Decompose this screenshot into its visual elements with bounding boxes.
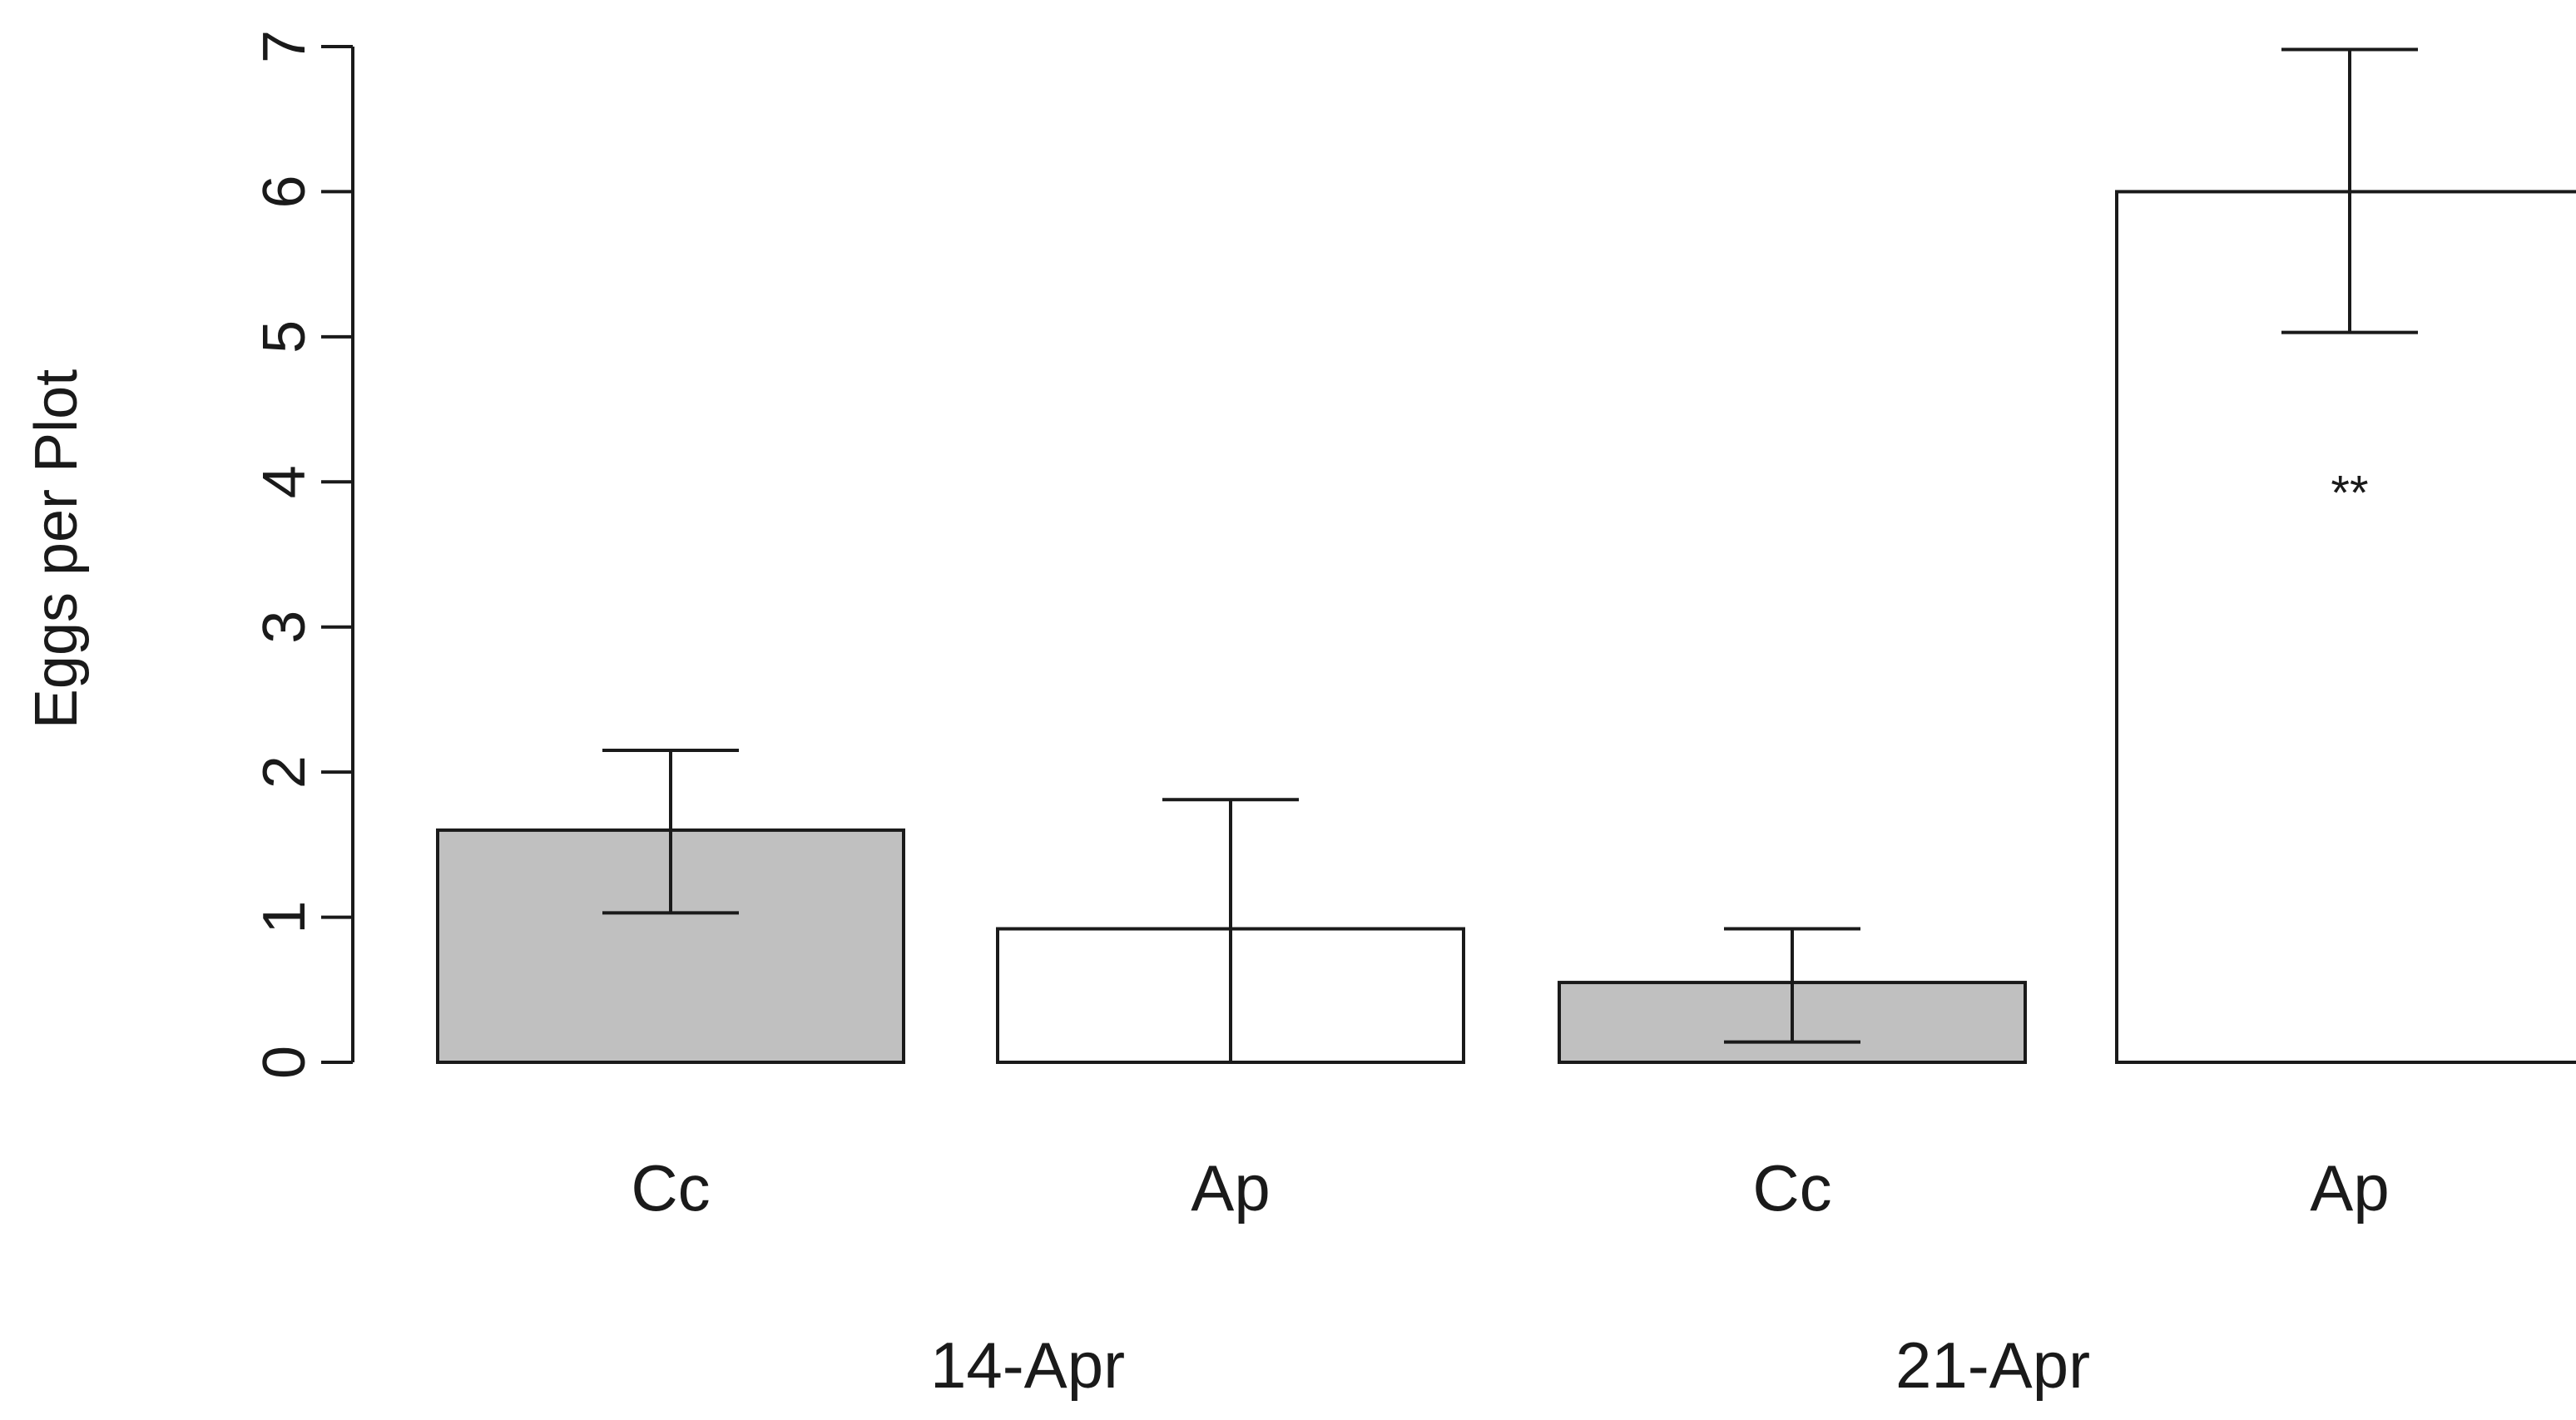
y-axis: 0 1 2 3 4 5 6 7 xyxy=(251,30,354,1079)
y-tick-label: 6 xyxy=(251,175,318,208)
y-tick-label: 7 xyxy=(251,30,318,63)
group-label: 14-Apr xyxy=(930,1328,1125,1402)
x-tick-label: Cc xyxy=(631,1151,710,1225)
x-axis-labels: Cc Ap Cc Ap 14-Apr 21-Apr xyxy=(631,1151,2389,1402)
bar xyxy=(2115,190,2576,1064)
x-tick-label: Cc xyxy=(1752,1151,1831,1225)
bars xyxy=(436,190,2576,1065)
x-tick-label: Ap xyxy=(2310,1151,2389,1225)
y-tick-label: 4 xyxy=(251,465,318,498)
y-tick-label: 1 xyxy=(251,901,318,934)
y-axis-label: Eggs per Plot xyxy=(23,369,90,729)
y-tick-label: 0 xyxy=(251,1046,318,1079)
error-bars xyxy=(602,47,2418,1062)
y-tick-label: 5 xyxy=(251,320,318,354)
y-tick-label: 2 xyxy=(251,755,318,789)
x-tick-label: Ap xyxy=(1191,1151,1270,1225)
significance-annotation: ** xyxy=(2331,467,2368,521)
y-tick-label: 3 xyxy=(251,611,318,644)
annotations: ** xyxy=(2331,467,2368,521)
group-label: 21-Apr xyxy=(1895,1328,2090,1402)
